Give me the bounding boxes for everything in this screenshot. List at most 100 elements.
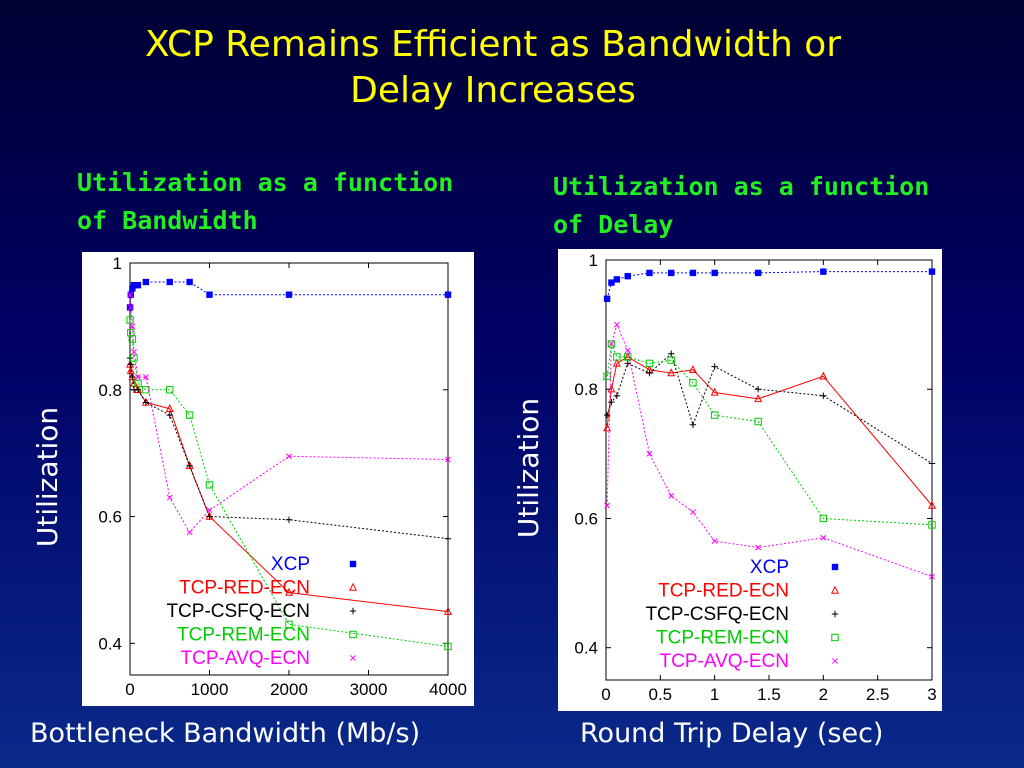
data-point <box>604 502 611 509</box>
data-point <box>711 363 718 370</box>
series-line <box>129 294 449 534</box>
legend-marker <box>831 610 839 618</box>
data-point <box>284 587 294 596</box>
right-x-axis-label: Round Trip Delay (sec) <box>580 718 884 749</box>
data-point <box>690 509 696 515</box>
delay-utilization-chart: 0.40.60.810 0.5 1 1.5 2 2.5 3XCPTCP-RED-ECNTCP… <box>574 251 936 704</box>
data-point <box>711 538 718 544</box>
data-point <box>186 529 193 536</box>
data-point <box>613 321 620 328</box>
left-chart-panel: 0.4 0.6 0.8 1 0 1000 2000 3000 4000 XCP TCP-RED-EC… <box>82 252 474 706</box>
data-point <box>754 269 762 277</box>
slide-title-line-2: Delay Increases <box>350 70 636 111</box>
series-tcp-avq-ecn <box>604 321 935 580</box>
data-point <box>646 450 653 457</box>
series-tcp-csfq-ecn <box>126 354 452 542</box>
data-point <box>126 354 134 362</box>
data-point <box>444 291 452 298</box>
x-tick-label: 2.5 <box>866 685 890 704</box>
x-tick-label: 1000 <box>191 680 229 699</box>
data-point <box>142 399 150 406</box>
data-point <box>819 514 828 523</box>
data-point <box>689 421 697 428</box>
left-y-axis-label: Utilization <box>31 406 64 548</box>
data-point <box>646 269 653 277</box>
data-point <box>689 269 697 277</box>
series-line <box>606 356 933 506</box>
data-point <box>668 350 675 357</box>
data-point <box>285 620 293 628</box>
data-point <box>820 392 827 399</box>
series-tcp-csfq-ecn <box>603 350 936 467</box>
series-line <box>606 271 932 299</box>
data-point <box>710 387 719 396</box>
legend-label: TCP-RED-ECN <box>179 578 310 599</box>
data-point <box>819 371 828 380</box>
data-point <box>206 513 213 520</box>
data-point <box>166 386 174 394</box>
data-point <box>205 481 214 489</box>
series-tcp-avq-ecn <box>127 291 451 536</box>
data-point <box>613 276 621 283</box>
x-tick-label: 3 <box>927 685 936 704</box>
legend-label: TCP-CSFQ-ECN <box>645 604 789 625</box>
data-point <box>603 295 611 302</box>
data-point <box>135 374 141 381</box>
data-point <box>444 642 452 651</box>
legend-label: TCP-REM-ECN <box>656 628 789 649</box>
legend-label: TCP-CSFQ-ECN <box>166 601 310 622</box>
right-subtitle-line-2: of Delay <box>553 210 674 239</box>
data-point <box>206 291 213 298</box>
data-point <box>613 353 621 361</box>
data-point <box>603 423 612 432</box>
data-point <box>186 278 193 286</box>
data-point <box>285 291 293 298</box>
data-point <box>667 368 676 377</box>
data-point <box>130 281 138 289</box>
data-point <box>443 606 453 615</box>
data-point <box>126 359 135 368</box>
data-point <box>166 494 173 501</box>
data-point <box>820 268 827 275</box>
data-point <box>130 354 138 362</box>
x-tick-label: 3000 <box>350 680 388 699</box>
data-point <box>607 340 616 348</box>
data-point <box>126 365 135 374</box>
data-point <box>166 411 173 419</box>
data-point <box>142 386 150 394</box>
data-point <box>928 268 936 275</box>
data-point <box>928 460 936 467</box>
legend-marker <box>349 630 357 639</box>
x-tick-label: 1 <box>710 685 719 704</box>
data-point <box>142 278 150 286</box>
data-point <box>624 353 632 361</box>
data-point <box>820 534 827 541</box>
right-chart-subtitle: Utilization as a function of Delay <box>553 168 929 244</box>
x-tick-label: 2000 <box>270 680 308 699</box>
data-point <box>668 269 675 277</box>
data-point <box>134 379 142 388</box>
legend-marker <box>832 658 838 664</box>
left-subtitle-line-2: of Bandwidth <box>77 206 258 235</box>
x-tick-label: 1.5 <box>757 685 781 704</box>
x-tick-label: 0 <box>601 685 610 704</box>
data-point <box>285 516 293 523</box>
legend-marker <box>831 633 839 642</box>
data-point <box>134 386 142 393</box>
data-point <box>165 403 174 412</box>
legend-label: TCP-RED-ECN <box>658 581 789 602</box>
data-point <box>608 341 615 347</box>
x-tick-label: 2 <box>819 685 828 704</box>
y-tick-label: 0.6 <box>574 509 598 528</box>
series-line <box>129 358 449 540</box>
y-tick-label: 0.4 <box>98 634 122 653</box>
data-point <box>603 372 611 381</box>
right-subtitle-line-1: Utilization as a function <box>553 172 930 201</box>
data-point <box>928 521 936 529</box>
bandwidth-utilization-chart: 0.4 0.6 0.8 1 0 1000 2000 3000 4000 XCP TCP-RED-EC… <box>98 254 467 699</box>
data-point <box>134 281 142 289</box>
data-point <box>711 269 718 277</box>
legend-label: TCP-AVQ-ECN <box>181 648 310 669</box>
data-point <box>608 279 615 286</box>
legend-marker <box>348 582 358 591</box>
